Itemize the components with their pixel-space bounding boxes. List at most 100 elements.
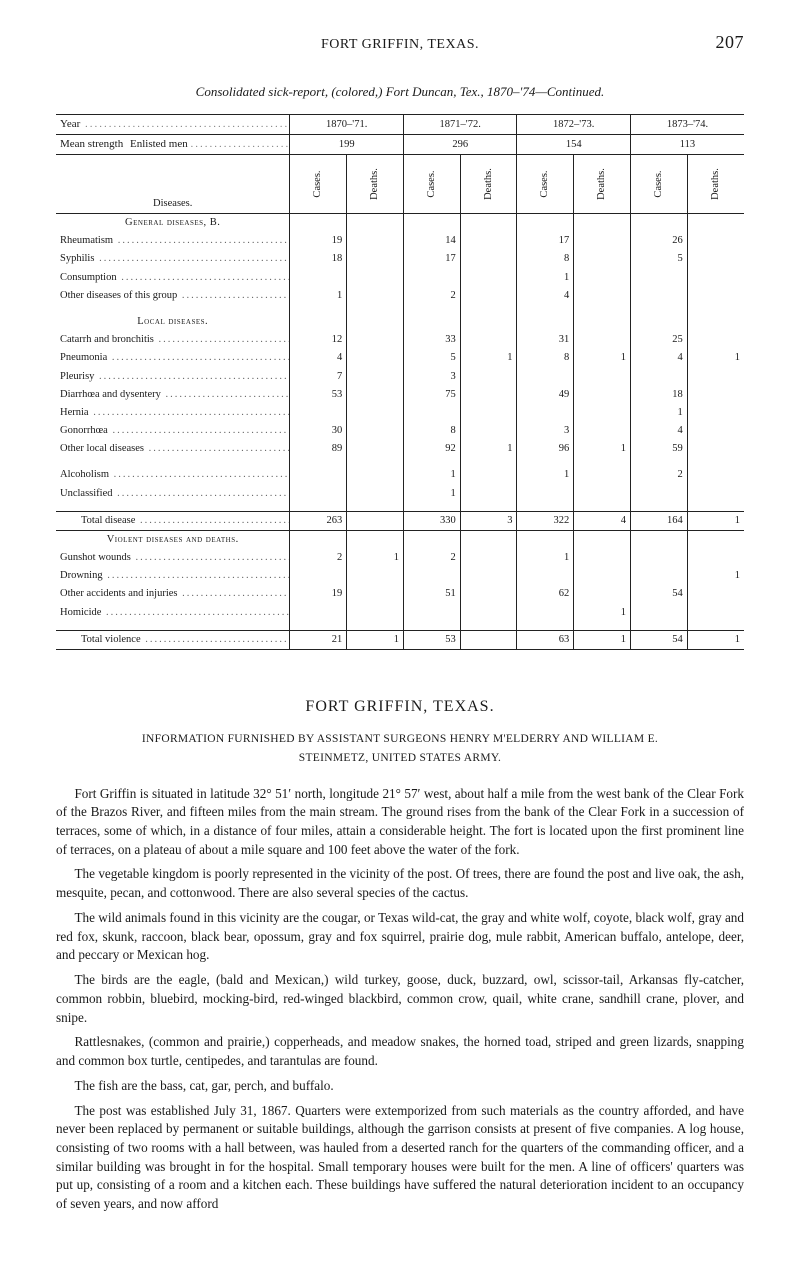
table-cell: 3: [460, 511, 517, 530]
table-cell: [347, 368, 404, 386]
table-cell: 3: [403, 368, 460, 386]
table-row: Other local diseases8992196159: [56, 440, 744, 458]
table-cell: [574, 287, 631, 305]
table-cell: [687, 422, 744, 440]
table-cell: [347, 530, 404, 549]
table-cell: [403, 604, 460, 622]
table-cell: [347, 313, 404, 331]
table-cell: 330: [403, 511, 460, 530]
table-cell: [687, 368, 744, 386]
section-head-row: Local diseases.: [56, 313, 744, 331]
table-cell: [460, 250, 517, 268]
table-row: Gunshot wounds2121: [56, 549, 744, 567]
table-cell: [517, 404, 574, 422]
table-cell: 51: [403, 585, 460, 603]
table-cell: [460, 604, 517, 622]
table-cell: [574, 422, 631, 440]
table-cell: [687, 386, 744, 404]
table-cell: 5: [403, 349, 460, 367]
table-cell: [290, 466, 347, 484]
table-cell: 53: [403, 630, 460, 649]
section-head-row: General diseases, B.: [56, 214, 744, 233]
table-subhead-row: Diseases. Cases. Deaths. Cases. Deaths. …: [56, 155, 744, 214]
table-cell: [687, 549, 744, 567]
row-label: Catarrh and bronchitis: [56, 331, 290, 349]
table-cell: [347, 585, 404, 603]
table-cell: 8: [517, 349, 574, 367]
table-row: Unclassified1: [56, 485, 744, 503]
table-cell: [687, 232, 744, 250]
table-cell: 14: [403, 232, 460, 250]
table-cell: 1: [517, 549, 574, 567]
section-head: General diseases, B.: [56, 214, 290, 233]
table-cell: [347, 440, 404, 458]
table-row: Catarrh and bronchitis12333125: [56, 331, 744, 349]
article-heading: FORT GRIFFIN, TEXAS.: [56, 696, 744, 718]
table-cell: [574, 549, 631, 567]
mean-val: 199: [290, 135, 404, 155]
table-body: General diseases, B.Rheumatism19141726Sy…: [56, 214, 744, 650]
table-cell: 1: [347, 630, 404, 649]
table-cell: [630, 287, 687, 305]
table-cell: [630, 368, 687, 386]
table-cell: [574, 313, 631, 331]
table-cell: 1: [517, 466, 574, 484]
table-cell: [517, 567, 574, 585]
table-cell: [347, 232, 404, 250]
table-cell: [460, 567, 517, 585]
diseases-label: Diseases.: [56, 155, 290, 214]
mean-val: 296: [403, 135, 517, 155]
table-cell: [290, 604, 347, 622]
table-cell: 4: [517, 287, 574, 305]
table-cell: 2: [403, 549, 460, 567]
table-cell: 89: [290, 440, 347, 458]
table-cell: 4: [630, 422, 687, 440]
table-cell: [403, 567, 460, 585]
table-cell: [630, 604, 687, 622]
table-row: Alcoholism112: [56, 466, 744, 484]
table-cell: [574, 232, 631, 250]
table-cell: 18: [290, 250, 347, 268]
table-cell: [687, 404, 744, 422]
table-cell: 62: [517, 585, 574, 603]
article-byline-1: INFORMATION FURNISHED BY ASSISTANT SURGE…: [56, 732, 744, 748]
gap-row: [56, 305, 744, 313]
row-label: Hernia: [56, 404, 290, 422]
table-cell: [403, 404, 460, 422]
table-cell: 25: [630, 331, 687, 349]
table-cell: [460, 530, 517, 549]
paragraph: Rattlesnakes, (common and prairie,) copp…: [56, 1033, 744, 1070]
row-label: Rheumatism: [56, 232, 290, 250]
table-cell: [347, 287, 404, 305]
table-cell: [347, 269, 404, 287]
paragraph: Fort Griffin is situated in latitude 32°…: [56, 785, 744, 860]
row-label: Unclassified: [56, 485, 290, 503]
row-label: Total violence: [56, 630, 290, 649]
table-cell: 18: [630, 386, 687, 404]
table-cell: [630, 549, 687, 567]
table-cell: 30: [290, 422, 347, 440]
table-cell: [574, 250, 631, 268]
table-cell: [403, 214, 460, 233]
table-cell: 322: [517, 511, 574, 530]
table-cell: [460, 232, 517, 250]
paragraph: The wild animals found in this vicinity …: [56, 909, 744, 965]
table-cell: [347, 604, 404, 622]
table-cell: [687, 214, 744, 233]
table-cell: [403, 313, 460, 331]
table-cell: [687, 585, 744, 603]
col-cases: Cases.: [517, 155, 574, 214]
table-cell: [460, 313, 517, 331]
table-cell: 164: [630, 511, 687, 530]
table-row: Homicide1: [56, 604, 744, 622]
row-label: Alcoholism: [56, 466, 290, 484]
table-cell: [687, 331, 744, 349]
page: FORT GRIFFIN, TEXAS. 207 Consolidated si…: [0, 0, 800, 1270]
col-cases: Cases.: [403, 155, 460, 214]
table-cell: [347, 349, 404, 367]
table-cell: [517, 313, 574, 331]
row-label: Other accidents and injuries: [56, 585, 290, 603]
table-cell: [290, 485, 347, 503]
table-cell: 75: [403, 386, 460, 404]
table-cell: [630, 567, 687, 585]
